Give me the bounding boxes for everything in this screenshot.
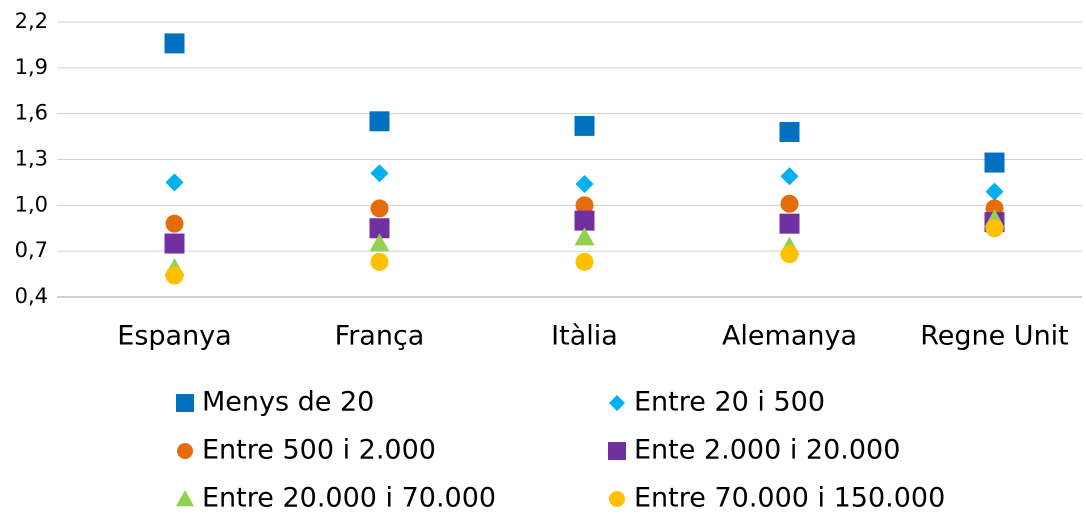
data-point — [164, 33, 185, 54]
y-tick-label: 1,0 — [15, 192, 48, 216]
x-tick-label: Espanya — [117, 321, 231, 352]
data-point — [575, 252, 594, 271]
data-point — [574, 210, 595, 231]
legend-marker — [608, 442, 626, 460]
data-point — [574, 227, 595, 246]
legend-label: Entre 20 i 500 — [634, 387, 825, 418]
data-point — [779, 213, 800, 234]
data-point — [370, 164, 389, 183]
data-point — [369, 233, 390, 252]
legend-marker — [176, 490, 194, 507]
data-point — [370, 199, 389, 218]
x-tick-label: França — [335, 321, 425, 352]
legend-marker — [177, 443, 193, 459]
x-tick-label: Itàlia — [551, 321, 618, 352]
data-point — [370, 252, 389, 271]
data-point — [575, 196, 594, 215]
legend-label: Ente 2.000 i 20.000 — [634, 435, 900, 466]
data-point — [780, 194, 799, 213]
legend-marker — [176, 394, 194, 412]
y-tick-label: 1,3 — [15, 147, 48, 171]
data-point — [574, 115, 595, 136]
data-point — [985, 219, 1004, 238]
data-point — [984, 152, 1005, 173]
legend-label: Entre 20.000 i 70.000 — [202, 483, 496, 514]
data-point — [780, 167, 799, 186]
data-point — [575, 174, 594, 193]
data-point — [165, 173, 184, 192]
y-tick-label: 0,4 — [15, 284, 48, 308]
data-point — [165, 214, 184, 233]
data-point — [165, 266, 184, 285]
legend-marker — [609, 491, 625, 507]
data-point — [779, 122, 800, 142]
x-tick-label: Regne Unit — [920, 321, 1069, 352]
y-tick-label: 2,2 — [15, 9, 48, 33]
legend-label: Entre 500 i 2.000 — [202, 435, 436, 466]
y-tick-label: 1,6 — [15, 101, 48, 125]
data-point — [369, 218, 390, 239]
legend-label: Entre 70.000 i 150.000 — [634, 483, 945, 514]
y-tick-label: 1,9 — [15, 55, 48, 79]
legend-marker — [609, 395, 625, 411]
data-point — [780, 245, 799, 264]
x-tick-label: Alemanya — [722, 321, 857, 352]
data-point — [369, 111, 390, 132]
data-point — [985, 182, 1004, 201]
y-tick-label: 0,7 — [15, 238, 48, 262]
data-point — [164, 233, 185, 254]
legend-label: Menys de 20 — [202, 387, 374, 418]
